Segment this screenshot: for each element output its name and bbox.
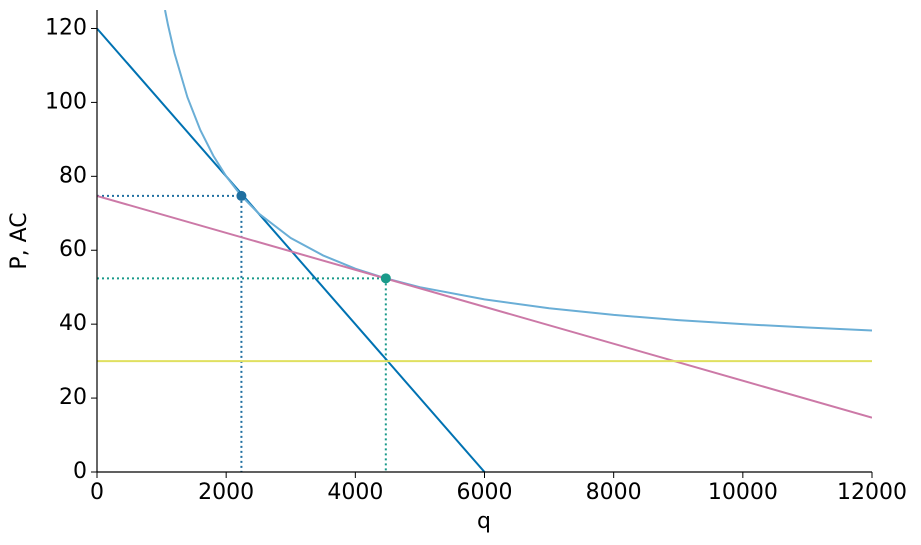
y-tick-label: 20 bbox=[59, 385, 87, 410]
curve bbox=[97, 27, 486, 472]
curve bbox=[97, 194, 872, 419]
y-axis-label: P, AC bbox=[7, 212, 32, 269]
y-tick-label: 120 bbox=[45, 15, 87, 40]
y-tick-label: 40 bbox=[59, 311, 87, 336]
x-tick-label: 8000 bbox=[586, 480, 642, 505]
curve bbox=[164, 10, 872, 332]
x-tick-label: 0 bbox=[90, 480, 104, 505]
x-tick-label: 10000 bbox=[708, 480, 778, 505]
x-tick-label: 12000 bbox=[837, 480, 907, 505]
x-tick-label: 4000 bbox=[327, 480, 383, 505]
x-tick-label: 2000 bbox=[198, 480, 254, 505]
y-tick-label: 80 bbox=[59, 163, 87, 188]
y-tick-label: 60 bbox=[59, 237, 87, 262]
point bbox=[236, 190, 247, 201]
x-tick-label: 6000 bbox=[457, 480, 513, 505]
point bbox=[380, 273, 391, 284]
x-axis-label: q bbox=[477, 509, 491, 534]
y-tick-label: 100 bbox=[45, 89, 87, 114]
y-tick-label: 0 bbox=[73, 459, 87, 484]
